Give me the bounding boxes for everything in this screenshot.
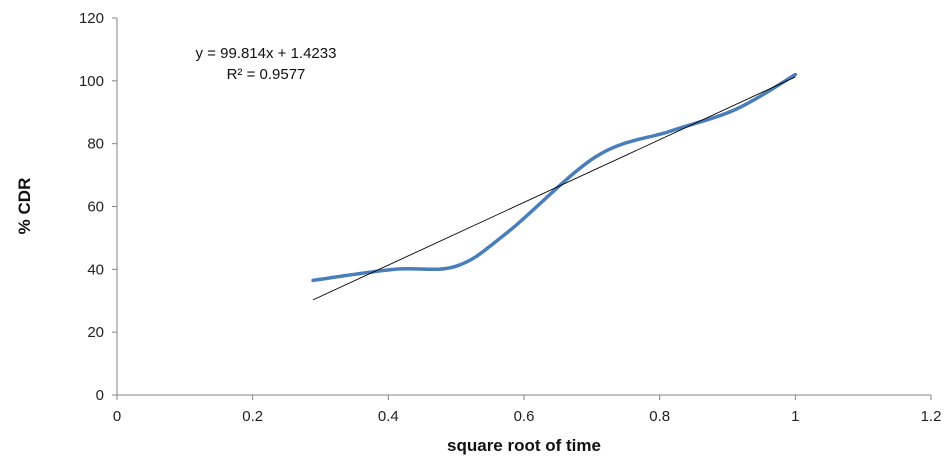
y-tick-label: 40 <box>87 261 104 278</box>
x-axis-ticks: 0 0.2 0.4 0.6 0.8 1 1.2 <box>113 395 942 425</box>
trendline-r-squared: R² = 0.9577 <box>227 66 306 83</box>
x-tick-label: 0.6 <box>514 408 535 425</box>
y-tick-label: 20 <box>87 324 104 341</box>
y-tick-label: 80 <box>87 136 104 153</box>
series-layer <box>311 72 798 283</box>
x-tick-label: 0.8 <box>649 408 670 425</box>
trendline-equation: y = 99.814x + 1.4233 <box>196 45 337 62</box>
y-axis-ticks: 0 20 40 60 80 100 120 <box>79 10 117 404</box>
y-tick-label: 60 <box>87 199 104 216</box>
x-tick-label: 0.4 <box>378 408 399 425</box>
x-tick-label: 0.2 <box>242 408 263 425</box>
trendline <box>312 76 796 301</box>
y-tick-label: 0 <box>96 387 104 404</box>
y-tick-label: 100 <box>79 73 104 90</box>
trendline-layer <box>312 76 796 301</box>
x-tick-label: 1.2 <box>921 408 942 425</box>
x-axis-title: square root of time <box>447 436 601 455</box>
x-tick-label: 0 <box>113 408 121 425</box>
x-tick-label: 1 <box>791 408 799 425</box>
series-line <box>311 72 798 283</box>
y-tick-label: 120 <box>79 10 104 27</box>
y-axis-title: % CDR <box>15 178 34 235</box>
